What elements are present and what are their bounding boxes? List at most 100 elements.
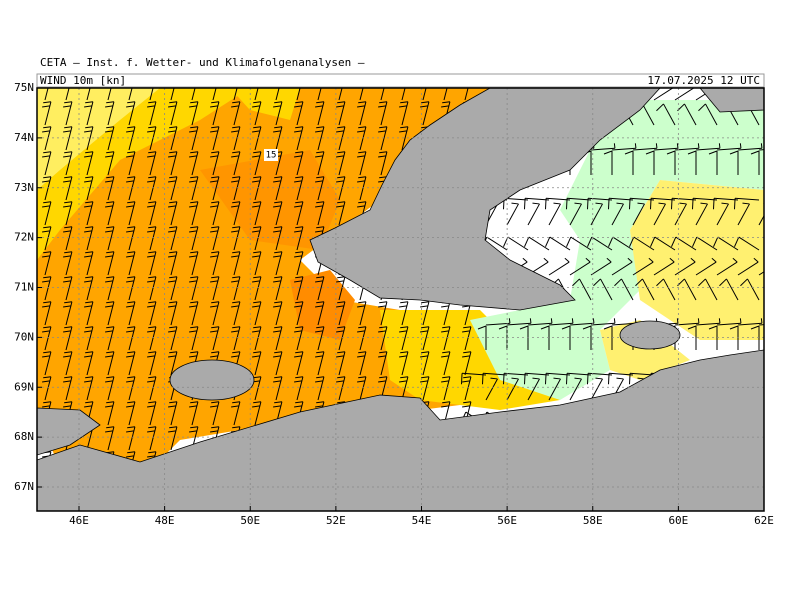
barb-staff (422, 301, 430, 326)
barb-feather (126, 455, 134, 458)
barb-staff (212, 226, 220, 251)
barb-feather (586, 198, 589, 210)
barb-staff (705, 278, 718, 301)
barb-feather (169, 226, 178, 229)
barb-feather (63, 105, 71, 108)
barb-feather (273, 205, 281, 208)
barb-feather (553, 377, 561, 380)
barb-feather (337, 351, 346, 354)
barb-feather (253, 151, 262, 154)
barb-staff (590, 261, 612, 276)
barb-feather (628, 373, 631, 385)
barb-staff (170, 151, 178, 176)
barb-staff (380, 126, 388, 151)
barb-staff (609, 197, 634, 201)
barb-staff (506, 378, 519, 401)
barb-feather (84, 380, 92, 383)
barb-staff (86, 101, 94, 126)
lat-label: 67N (14, 480, 34, 493)
barb-feather (189, 105, 197, 108)
barb-feather (190, 151, 199, 154)
barb-feather (84, 105, 92, 108)
barb-staff (65, 276, 73, 301)
barb-staff (65, 101, 73, 126)
barb-feather (169, 126, 178, 129)
barb-feather (399, 130, 407, 133)
barb-feather (585, 257, 591, 263)
barb-feather (399, 105, 407, 108)
barb-staff (275, 376, 283, 401)
lon-label: 52E (326, 514, 346, 527)
barb-staff (716, 203, 729, 226)
barb-feather (232, 201, 241, 204)
datetime-label: 17.07.2025 12 UTC (647, 74, 760, 87)
barb-feather (210, 280, 218, 283)
barb-feather (43, 251, 52, 254)
barb-staff (65, 326, 73, 351)
barb-feather (148, 351, 157, 354)
barb-feather (126, 330, 134, 333)
barb-feather (127, 176, 136, 179)
sea-zone (200, 150, 340, 250)
barb-feather (168, 430, 176, 433)
barb-feather (336, 205, 344, 208)
barb-staff (254, 376, 262, 401)
barb-feather (316, 401, 325, 404)
barb-staff (254, 401, 262, 426)
barb-feather (64, 151, 73, 154)
barb-staff (737, 203, 750, 226)
barb-feather (420, 330, 428, 333)
barb-feather (739, 143, 742, 149)
barb-staff (191, 201, 199, 226)
barb-feather (357, 180, 365, 183)
barb-feather (295, 326, 304, 329)
barb-feather (336, 130, 344, 133)
barb-staff (684, 278, 697, 301)
barb-feather (540, 325, 550, 330)
barb-feather (105, 180, 113, 183)
barb-feather (85, 201, 94, 204)
barb-staff (338, 326, 346, 351)
barb-staff (128, 226, 136, 251)
barb-feather (656, 278, 664, 287)
barb-feather (508, 318, 511, 324)
barb-staff (726, 278, 739, 301)
barb-feather (148, 101, 157, 104)
barb-feather (295, 101, 304, 104)
barb-feather (603, 325, 613, 330)
barb-feather (148, 426, 157, 429)
barb-feather (315, 230, 323, 233)
barb-staff (653, 261, 675, 276)
barb-feather (84, 205, 92, 208)
barb-feather (63, 205, 71, 208)
barb-staff (548, 378, 561, 401)
barb-staff (212, 326, 220, 351)
barb-feather (316, 176, 325, 179)
lat-label: 75N (14, 81, 34, 94)
barb-staff (170, 176, 178, 201)
barb-feather (106, 201, 115, 204)
barb-staff (65, 251, 73, 276)
barb-feather (337, 151, 346, 154)
barb-staff (401, 376, 409, 401)
barb-staff (422, 101, 430, 126)
barb-feather (253, 276, 262, 279)
sea-zone (230, 88, 300, 120)
barb-feather (106, 326, 115, 329)
barb-feather (64, 376, 73, 379)
barb-feather (210, 205, 218, 208)
barb-feather (210, 130, 218, 133)
barb-feather (232, 251, 241, 254)
barb-feather (378, 380, 386, 383)
barb-feather (231, 255, 239, 258)
barb-feather (43, 276, 52, 279)
barb-feather (729, 325, 739, 330)
barb-feather (43, 376, 52, 379)
barb-feather (105, 355, 113, 358)
barb-staff (359, 351, 367, 376)
barb-staff (674, 261, 696, 276)
barb-feather (84, 155, 92, 158)
barb-feather (64, 226, 73, 229)
barb-feather (147, 430, 155, 433)
barb-feather (336, 105, 344, 108)
